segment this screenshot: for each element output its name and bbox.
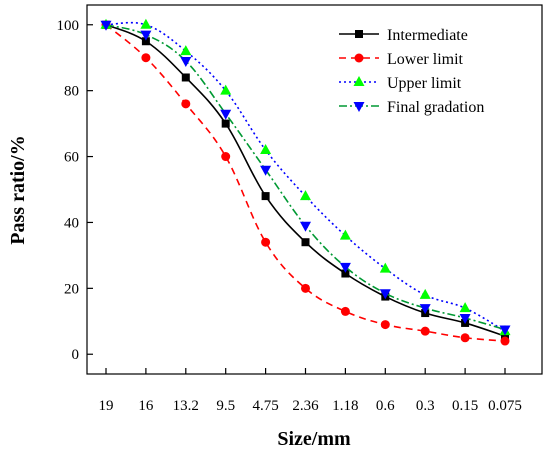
data-point: [419, 304, 431, 315]
data-point: [301, 238, 310, 247]
y-axis-ticks: 0 20 40 60 80 100: [57, 18, 93, 363]
data-point: [379, 262, 391, 273]
series-line: [105, 23, 506, 331]
data-point: [220, 109, 232, 120]
x-axis-title: Size/mm: [277, 428, 351, 450]
data-point: [221, 152, 231, 162]
x-axis-ticks: 19 16 13.2 9.5 4.75 2.36 1.18 0.6 0.3 0.15 0.075: [99, 368, 522, 414]
legend-item: Upper limit: [339, 75, 462, 92]
y-tick-label: 20: [64, 281, 79, 297]
plot-frame: [86, 4, 543, 375]
y-tick-label: 60: [64, 150, 79, 166]
legend-label: Upper limit: [387, 75, 462, 92]
data-point: [339, 262, 351, 273]
x-tick-label: 0.15: [452, 398, 478, 414]
legend: Intermediate Lower limit Upper limit Final …: [339, 27, 484, 116]
data-point: [459, 302, 471, 313]
legend-label: Lower limit: [387, 51, 464, 68]
y-tick-label: 100: [57, 18, 80, 34]
y-tick-label: 80: [64, 84, 79, 100]
data-point: [501, 332, 509, 341]
series-layer: [100, 18, 511, 346]
y-axis-title: Pass ratio/%: [7, 135, 29, 244]
x-tick-label: 13.2: [173, 398, 199, 414]
data-point: [380, 320, 390, 330]
x-tick-label: 16: [138, 398, 154, 414]
data-point: [420, 326, 430, 336]
data-point: [301, 283, 310, 293]
x-tick-label: 9.5: [216, 398, 235, 414]
x-tick-label: 0.075: [488, 398, 522, 414]
data-point: [300, 190, 311, 201]
x-tick-label: 4.75: [252, 398, 278, 414]
series-line: [105, 24, 506, 342]
x-tick-label: 19: [99, 398, 114, 414]
series-final-gradation: [100, 20, 511, 336]
y-tick-label: 40: [64, 215, 79, 231]
data-point: [181, 99, 191, 109]
data-point: [140, 30, 152, 41]
data-point: [100, 20, 112, 31]
legend-label: Final gradation: [387, 99, 484, 116]
data-point: [141, 53, 151, 63]
data-point: [500, 336, 510, 346]
data-point: [141, 37, 150, 46]
legend-marker: [354, 53, 364, 63]
data-point: [180, 57, 192, 68]
data-point: [460, 333, 470, 343]
legend-marker: [353, 76, 365, 86]
data-point: [221, 119, 230, 128]
data-point: [181, 73, 190, 82]
legend-item: Lower limit: [339, 51, 464, 68]
data-point: [261, 237, 271, 247]
legend-item: Intermediate: [339, 27, 468, 44]
x-tick-label: 0.3: [416, 398, 435, 414]
legend-item: Final gradation: [339, 99, 484, 116]
data-point: [300, 221, 311, 232]
data-point: [260, 165, 272, 176]
legend-marker: [353, 102, 365, 112]
data-point: [339, 229, 351, 240]
data-point: [180, 45, 192, 56]
data-point: [260, 143, 272, 154]
data-point: [341, 269, 350, 278]
data-point: [220, 84, 232, 95]
data-point: [379, 289, 391, 300]
y-tick-label: 0: [72, 347, 80, 363]
legend-marker: [355, 30, 363, 38]
series-lower-limit: [101, 20, 510, 346]
x-tick-label: 0.6: [376, 398, 395, 414]
data-point: [140, 18, 152, 29]
data-point: [499, 325, 511, 336]
legend-label: Intermediate: [387, 27, 468, 44]
x-tick-label: 2.36: [292, 398, 319, 414]
data-point: [419, 288, 431, 299]
data-point: [261, 192, 270, 201]
data-point: [459, 313, 471, 324]
data-point: [340, 306, 350, 316]
x-tick-label: 1.18: [332, 398, 358, 414]
